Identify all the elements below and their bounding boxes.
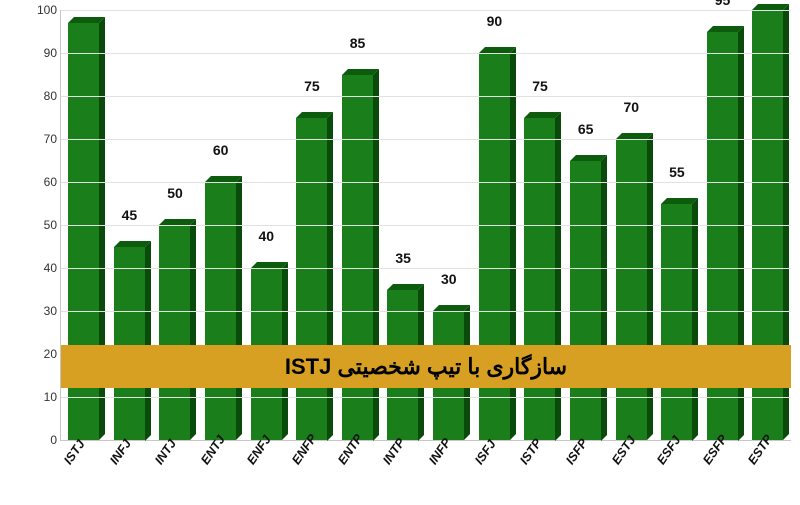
- y-tick-label: 90: [31, 46, 57, 60]
- bar-value-label: 65: [563, 121, 609, 137]
- y-tick-label: 80: [31, 89, 57, 103]
- bar-value-label: 90: [472, 13, 518, 29]
- y-tick-label: 20: [31, 347, 57, 361]
- bar: [609, 139, 655, 440]
- bar-value-label: 30: [426, 271, 472, 287]
- bar-side: [145, 241, 151, 441]
- title-band: سازگاری با تیپ شخصیتی ISTJ: [61, 345, 791, 388]
- bar-front: [114, 247, 145, 441]
- gridline: [61, 268, 791, 269]
- y-tick-label: 10: [31, 390, 57, 404]
- bar: [517, 118, 563, 441]
- bar-value-label: 75: [289, 78, 335, 94]
- bar-front: [570, 161, 601, 441]
- plot-area: 974550604075853530907565705595100 010203…: [60, 10, 791, 441]
- gridline: [61, 139, 791, 140]
- gridline: [61, 182, 791, 183]
- bar: [289, 118, 335, 441]
- bar-value-label: 60: [198, 142, 244, 158]
- bar-side: [647, 133, 653, 440]
- bar-value-label: 85: [335, 35, 381, 51]
- bar-value-label: 40: [244, 228, 290, 244]
- bar-side: [692, 198, 698, 441]
- bar-value-label: 75: [517, 78, 563, 94]
- bar-front: [296, 118, 327, 441]
- bar-side: [327, 112, 333, 441]
- bar: [654, 204, 700, 441]
- title-band-text: سازگاری با تیپ شخصیتی ISTJ: [285, 354, 567, 380]
- bar-value-label: 45: [107, 207, 153, 223]
- gridline: [61, 225, 791, 226]
- bar-front: [616, 139, 647, 440]
- bar-side: [555, 112, 561, 441]
- bar-side: [236, 176, 242, 440]
- bar-front: [524, 118, 555, 441]
- bar-value-label: 70: [609, 99, 655, 115]
- bar-front: [661, 204, 692, 441]
- bar: [152, 225, 198, 440]
- bar: [107, 247, 153, 441]
- bar-value-label: 95: [700, 0, 746, 8]
- bar-front: [159, 225, 190, 440]
- gridline: [61, 96, 791, 97]
- bar-value-label: 55: [654, 164, 700, 180]
- bar-value-label: 35: [380, 250, 426, 266]
- bar: [563, 161, 609, 441]
- y-tick-label: 30: [31, 304, 57, 318]
- bar-value-label: 50: [152, 185, 198, 201]
- bar-side: [190, 219, 196, 440]
- compat-bar-chart: 974550604075853530907565705595100 010203…: [40, 10, 790, 505]
- y-tick-label: 60: [31, 175, 57, 189]
- gridline: [61, 53, 791, 54]
- y-tick-label: 50: [31, 218, 57, 232]
- y-tick-label: 40: [31, 261, 57, 275]
- gridline: [61, 311, 791, 312]
- y-tick-label: 70: [31, 132, 57, 146]
- y-tick-label: 100: [31, 3, 57, 17]
- gridline: [61, 10, 791, 11]
- y-tick-label: 0: [31, 433, 57, 447]
- gridline: [61, 397, 791, 398]
